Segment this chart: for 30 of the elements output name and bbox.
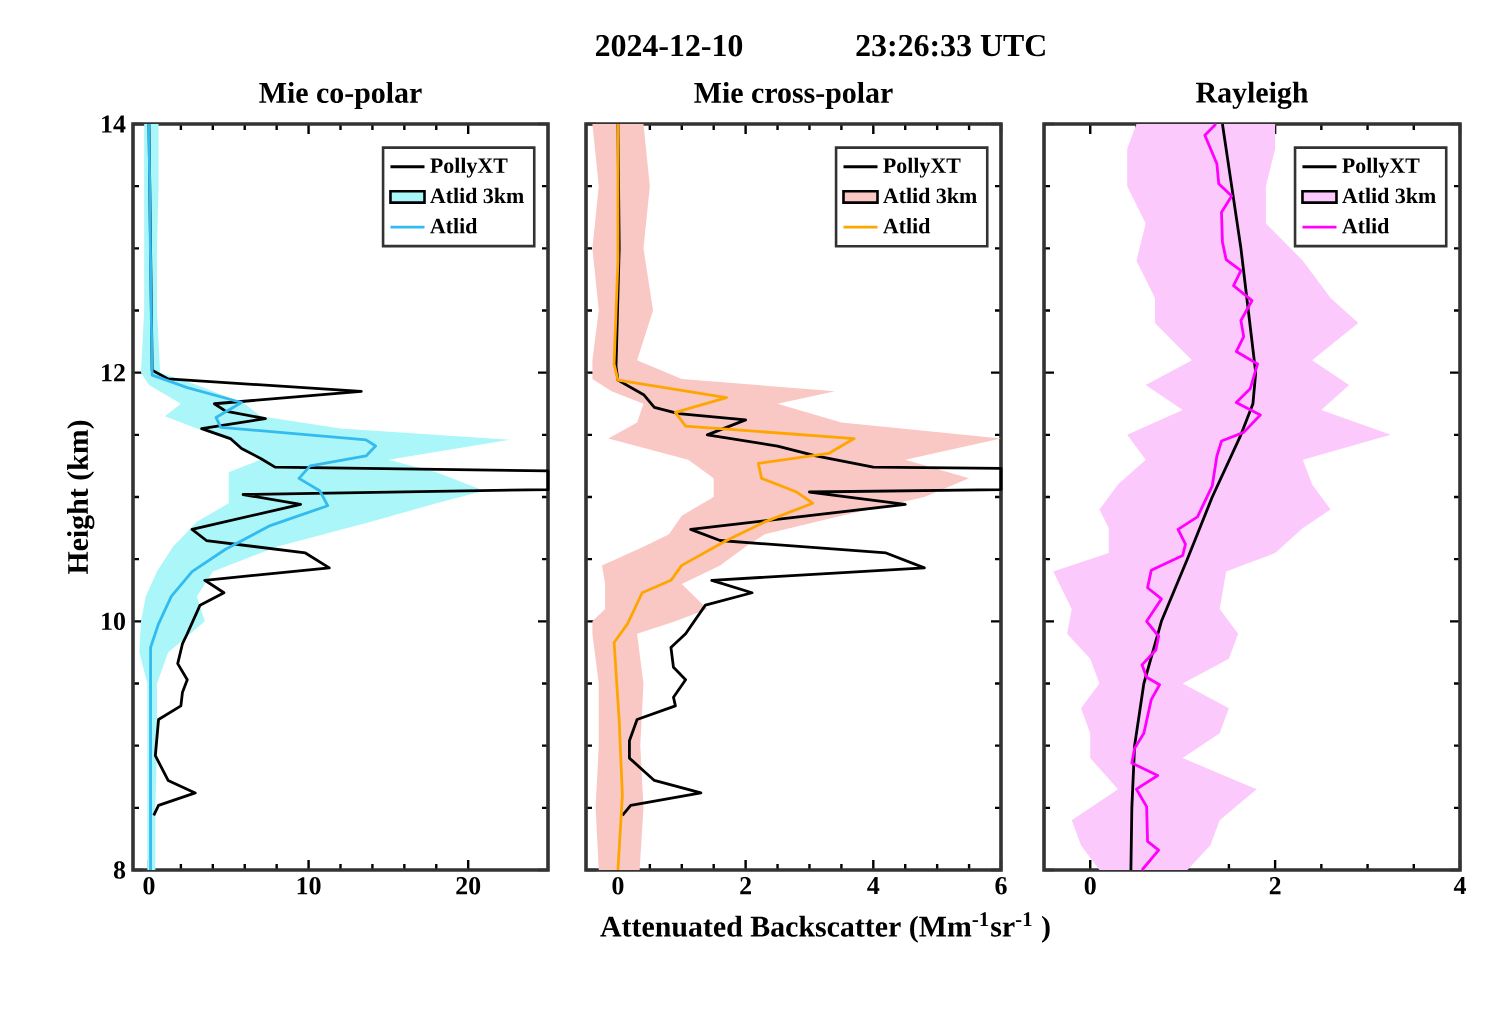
legend-label: Atlid <box>1342 218 1390 234</box>
y-tick-label: 8 <box>113 861 126 879</box>
text: 2024-12-10 <box>595 34 743 57</box>
legend-label: Atlid <box>430 218 478 234</box>
x-tick-label: 0 <box>612 877 624 895</box>
y-tick-label: 12 <box>102 364 125 382</box>
text: 23:26:33 UTC <box>856 34 1045 57</box>
y-tick-label: 14 <box>102 115 126 133</box>
legend-label: Atlid 3km <box>883 187 977 204</box>
legend-label: PollyXT <box>883 157 961 178</box>
x-tick-label: 10 <box>297 877 321 895</box>
x-tick-label: 4 <box>867 877 880 895</box>
x-axis-title: Attenuated Backscatter (Mm$^{-1}$sr$^{-1}$ ) <box>600 912 1050 943</box>
x-tick-label: 6 <box>995 877 1007 895</box>
chart-title: Mie cross-polar <box>694 81 893 110</box>
legend-label: Atlid 3km <box>430 187 524 204</box>
x-tick-label: 2 <box>740 877 751 895</box>
x-tick-label: 0 <box>1084 877 1096 895</box>
chart-title: Rayleigh <box>1196 81 1309 109</box>
legend-label: PollyXT <box>430 157 508 178</box>
x-tick-label: 2 <box>1269 877 1281 895</box>
legend-label: PollyXT <box>1342 157 1420 178</box>
x-tick-label: 4 <box>1453 877 1466 895</box>
x-tick-label: 0 <box>143 877 155 895</box>
y-axis-title: Height (km) <box>67 420 95 575</box>
chart-title: Mie co-polar <box>259 81 422 110</box>
legend-label: Atlid <box>883 218 931 234</box>
y-tick-label: 10 <box>102 612 125 631</box>
x-tick-label: 20 <box>456 877 481 895</box>
legend-label: Atlid 3km <box>1342 187 1436 204</box>
